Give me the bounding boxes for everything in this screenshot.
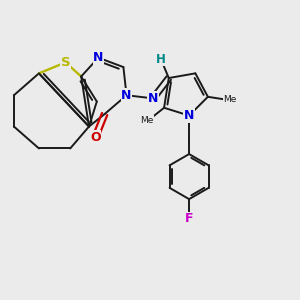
Text: F: F [185,212,194,225]
Text: Me: Me [223,95,236,104]
Text: H: H [156,53,166,66]
Text: S: S [61,56,70,69]
Text: N: N [148,92,158,105]
Text: O: O [90,131,101,144]
Text: Me: Me [140,116,154,125]
Text: N: N [121,89,132,102]
Text: N: N [184,109,194,122]
Text: N: N [93,51,103,64]
